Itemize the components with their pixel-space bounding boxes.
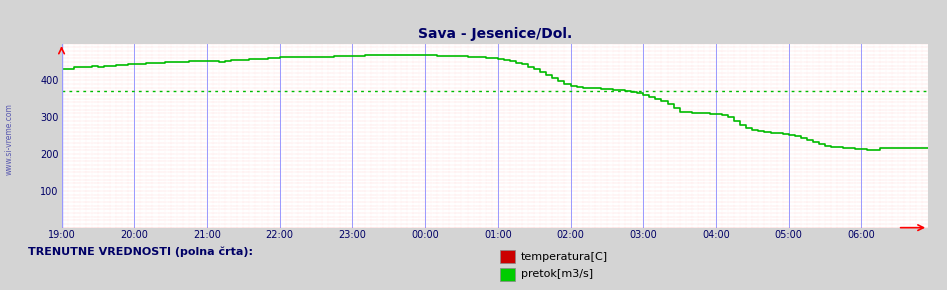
Text: TRENUTNE VREDNOSTI (polna črta):: TRENUTNE VREDNOSTI (polna črta): [28, 247, 254, 257]
Text: pretok[m3/s]: pretok[m3/s] [521, 269, 593, 279]
Text: temperatura[C]: temperatura[C] [521, 252, 608, 262]
Title: Sava - Jesenice/Dol.: Sava - Jesenice/Dol. [418, 27, 572, 41]
Text: www.si-vreme.com: www.si-vreme.com [5, 103, 14, 175]
